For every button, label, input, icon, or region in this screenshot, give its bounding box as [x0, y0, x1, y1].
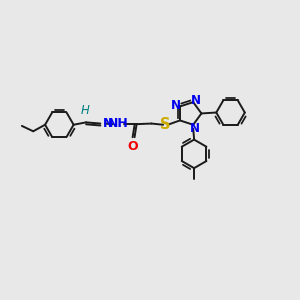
Text: N: N [189, 122, 200, 135]
Text: S: S [160, 117, 171, 132]
Text: N: N [102, 117, 113, 130]
Text: N: N [191, 94, 201, 107]
Text: N: N [171, 99, 181, 112]
Text: NH: NH [108, 117, 129, 130]
Text: O: O [128, 140, 138, 153]
Text: H: H [80, 104, 89, 117]
